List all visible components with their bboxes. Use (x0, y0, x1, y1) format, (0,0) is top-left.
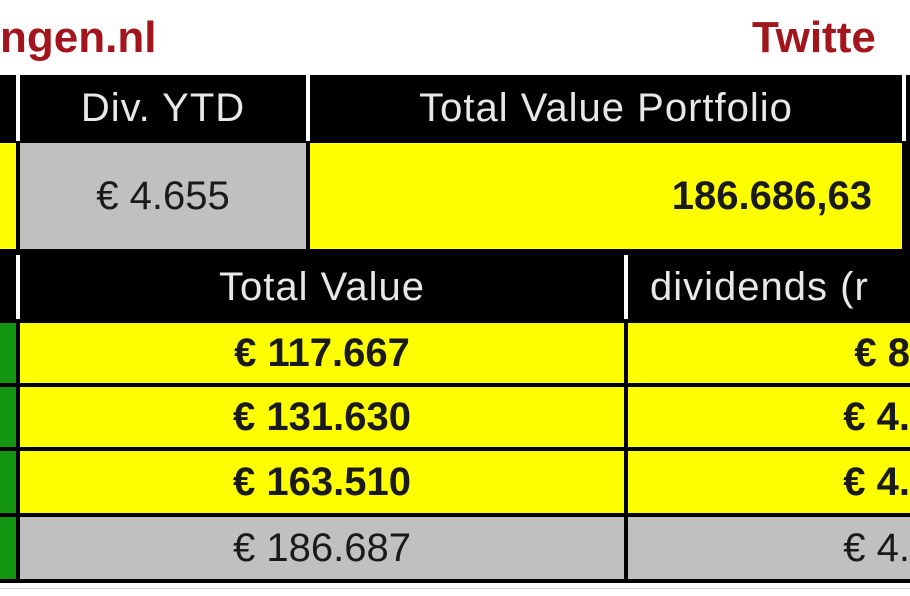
total-value-portfolio-label: Total Value Portfolio (310, 75, 902, 141)
column-header-dividends[interactable]: dividends (r (628, 255, 910, 319)
table-cell-total-value[interactable]: € 186.687 (20, 517, 624, 579)
summary-left-edge-header (0, 75, 16, 141)
header-divider (902, 75, 906, 141)
bottom-gridline (0, 588, 910, 589)
row-indicator (0, 517, 16, 579)
div-ytd-label: Div. YTD (20, 75, 306, 141)
column-header-total-value[interactable]: Total Value (20, 255, 624, 319)
table-cell-total-value[interactable]: € 163.510 (20, 451, 624, 513)
column-divider (624, 321, 628, 583)
row-indicator (0, 323, 16, 383)
table-cell-dividends[interactable]: € 4. (628, 451, 910, 513)
table-cell-total-value[interactable]: € 117.667 (20, 323, 624, 383)
table-cell-dividends[interactable]: € 8 (628, 323, 910, 383)
div-ytd-value[interactable]: € 4.655 (20, 143, 306, 249)
table-header-divider (624, 255, 628, 319)
row-indicator (0, 387, 16, 447)
total-value-portfolio-value[interactable]: 186.686,63 (310, 143, 902, 249)
twitter-handle-fragment[interactable]: Twitte (752, 13, 876, 62)
row-indicator (0, 451, 16, 513)
table-cell-dividends[interactable]: € 4. (628, 387, 910, 447)
table-cell-total-value[interactable]: € 131.630 (20, 387, 624, 447)
header-divider (16, 75, 20, 141)
table-cell-dividends[interactable]: € 4. (628, 517, 910, 579)
header-divider (306, 75, 310, 141)
site-name-fragment[interactable]: ngen.nl (0, 13, 157, 62)
table-header-divider (16, 255, 20, 319)
summary-left-edge-cell (0, 143, 16, 249)
